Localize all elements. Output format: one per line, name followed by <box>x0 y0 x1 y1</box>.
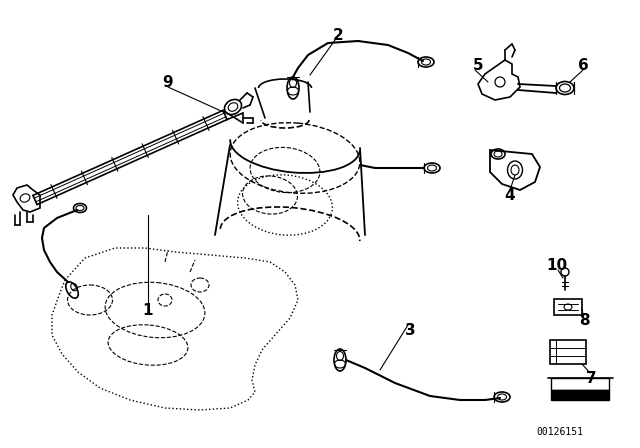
Text: 00126151: 00126151 <box>536 427 584 437</box>
FancyBboxPatch shape <box>551 390 609 400</box>
Text: 10: 10 <box>547 258 568 272</box>
Text: 7: 7 <box>586 370 596 385</box>
Text: 1: 1 <box>143 302 153 318</box>
FancyBboxPatch shape <box>551 378 609 390</box>
Text: 9: 9 <box>163 74 173 90</box>
Text: 5: 5 <box>473 57 483 73</box>
Text: 3: 3 <box>404 323 415 337</box>
Text: 8: 8 <box>579 313 589 327</box>
Text: 4: 4 <box>505 188 515 202</box>
Text: 6: 6 <box>578 57 588 73</box>
Text: 2: 2 <box>333 27 344 43</box>
